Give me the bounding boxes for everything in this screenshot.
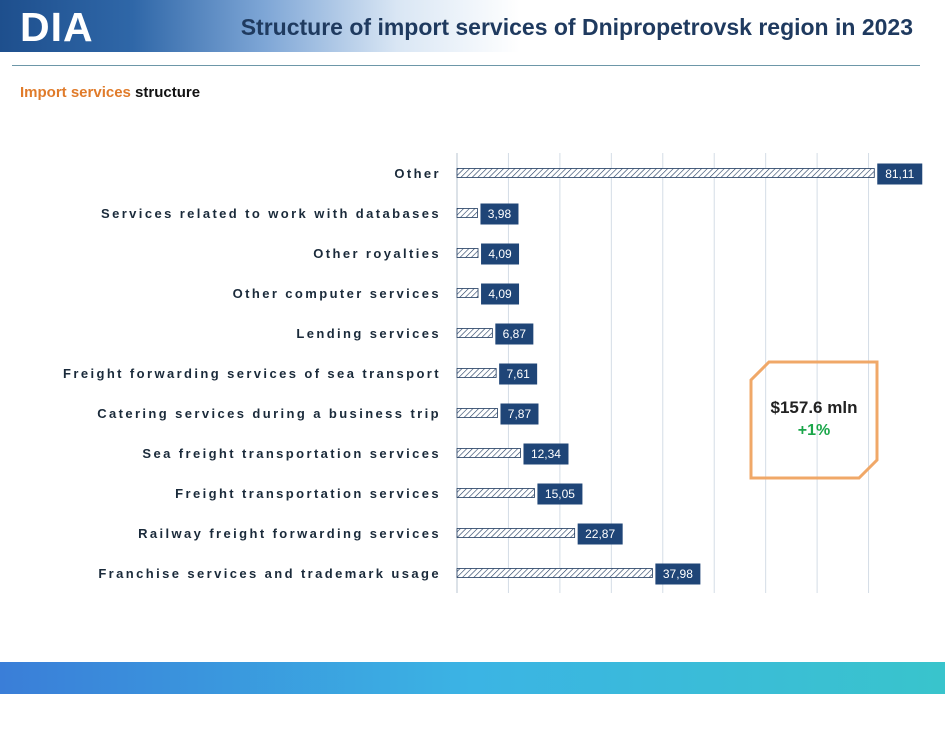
footer-band: [0, 662, 945, 694]
value-label: 7,61: [506, 367, 530, 381]
value-label: 15,05: [545, 487, 575, 501]
category-label: Other computer services: [233, 286, 441, 301]
value-label-bg: [499, 363, 538, 385]
value-label: 22,87: [585, 527, 615, 541]
value-label: 12,34: [531, 447, 561, 461]
chart-bars: Other 81,11 Services related to work with …: [63, 163, 923, 585]
value-label-bg: [877, 163, 923, 185]
category-label: Lending services: [296, 326, 441, 341]
value-label: 4,09: [488, 287, 512, 301]
value-label-bg: [481, 283, 520, 305]
value-label-bg: [577, 523, 623, 545]
total-callout-frame: [749, 360, 879, 480]
total-callout: $157.6 mln +1%: [749, 398, 879, 440]
value-label-bg: [500, 403, 539, 425]
category-label: Other royalties: [313, 246, 441, 261]
value-label-bg: [655, 563, 701, 585]
category-label: Services related to work with databases: [101, 206, 441, 221]
bar: [456, 448, 521, 458]
bar: [456, 248, 479, 258]
value-label: 6,87: [503, 327, 527, 341]
category-label: Franchise services and trademark usage: [98, 566, 441, 581]
chart-grid: [456, 153, 870, 593]
category-label: Freight transportation services: [175, 486, 441, 501]
bar: [456, 408, 498, 418]
chart-subtitle: Import services structure: [20, 84, 200, 101]
category-label: Sea freight transportation services: [142, 446, 441, 461]
subtitle-accent: Import services: [20, 84, 131, 101]
category-label: Catering services during a business trip: [97, 406, 441, 421]
page-title: Structure of import services of Dniprope…: [240, 14, 913, 40]
category-label: Freight forwarding services of sea trans…: [63, 366, 441, 381]
category-label: Other: [394, 166, 441, 181]
bar: [456, 528, 576, 538]
value-label-bg: [523, 443, 569, 465]
bar: [456, 568, 653, 578]
value-label: 3,98: [488, 207, 512, 221]
value-label: 81,11: [885, 167, 914, 181]
bar-chart: Other 81,11 Services related to work with …: [63, 153, 923, 593]
bar: [456, 288, 479, 298]
subtitle-rest: structure: [130, 84, 201, 101]
dia-logo: DIA: [20, 4, 94, 50]
value-label-bg: [480, 203, 519, 225]
value-label: 7,87: [508, 407, 532, 421]
bar: [456, 328, 493, 338]
bar: [456, 488, 535, 498]
value-label-bg: [537, 483, 583, 505]
total-change: +1%: [797, 422, 831, 439]
value-label-bg: [495, 323, 534, 345]
value-label: 37,98: [663, 567, 693, 581]
value-label-bg: [481, 243, 520, 265]
bar: [456, 208, 478, 218]
total-amount: $157.6 mln: [770, 398, 858, 417]
bar: [456, 168, 875, 178]
category-label: Railway freight forwarding services: [138, 526, 441, 541]
value-label: 4,09: [488, 247, 512, 261]
header-banner: DIA Structure of import services of Dnip…: [0, 0, 945, 52]
bar: [456, 368, 497, 378]
header-divider: [12, 65, 920, 66]
